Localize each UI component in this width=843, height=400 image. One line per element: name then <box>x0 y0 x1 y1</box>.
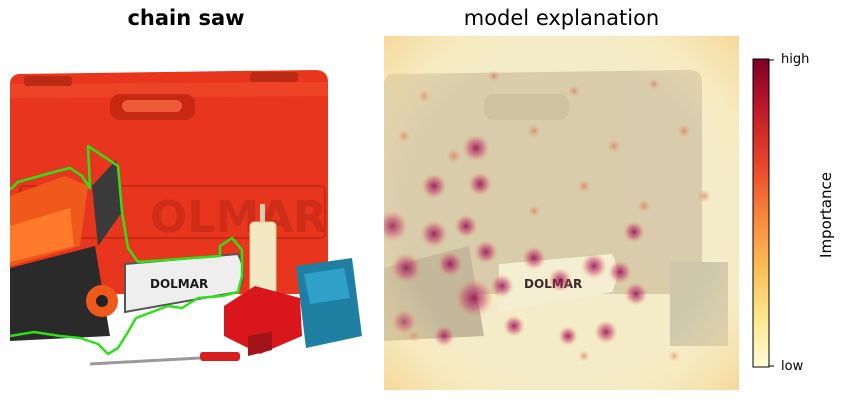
colorbar-high-label: high <box>781 52 810 67</box>
input-image-panel: OLMAR DOLMAR <box>10 36 362 390</box>
left-panel-title: chain saw <box>127 6 245 30</box>
colorbar-gradient <box>752 58 770 368</box>
tool-case: OLMAR <box>10 70 328 294</box>
chainsaw: DOLMAR <box>10 160 244 341</box>
right-panel-title: model explanation <box>463 6 660 30</box>
saliency-heatmap: DOLMAR <box>384 36 739 390</box>
segmentation-outline <box>10 144 244 356</box>
input-image: OLMAR DOLMAR <box>10 36 362 390</box>
colorbar <box>752 58 774 368</box>
battery-charger <box>296 258 362 348</box>
colorbar-title: Importance <box>817 172 835 258</box>
case-embossed-text: OLMAR <box>150 192 327 243</box>
blade-brand-text: DOLMAR <box>150 277 208 291</box>
colorbar-low-label: low <box>781 359 804 374</box>
battery-pack <box>224 286 302 356</box>
file-tool <box>89 352 240 366</box>
saliency-heatmap-panel: DOLMAR <box>384 36 739 390</box>
